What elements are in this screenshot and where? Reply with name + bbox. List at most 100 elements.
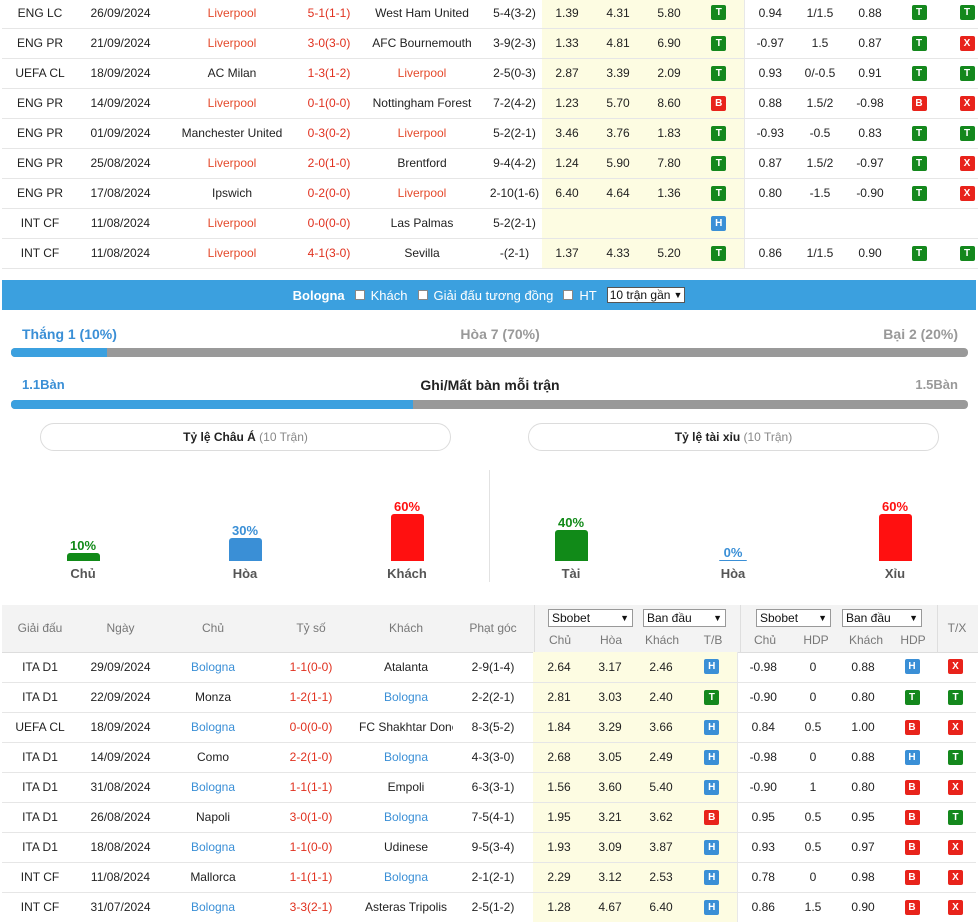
date-cell: 17/08/2024 [78,178,163,209]
away-team-cell[interactable]: AFC Bournemouth [357,28,487,59]
away-team-cell[interactable]: Brentford [357,148,487,179]
league-cell[interactable]: INT CF [2,862,78,893]
league-cell[interactable]: ITA D1 [2,802,78,833]
league-cell[interactable]: ENG PR [2,118,78,149]
odds-type-select-1[interactable]: Ban đầu ▼ [643,609,726,627]
home-team-cell[interactable]: Bologna [163,772,263,803]
away-team-cell[interactable]: West Ham United [357,0,487,29]
asian-away-cell: 0.88 [837,742,889,773]
table-row[interactable]: ENG PR 01/09/2024 Manchester United 0-3(0-2… [2,118,978,149]
away-checkbox[interactable] [354,290,365,300]
tb-result-cell: T [694,238,744,269]
away-team-cell[interactable]: FC Shakhtar Donetsk [359,712,453,743]
league-cell[interactable]: INT CF [2,238,78,269]
league-cell[interactable]: ENG LC [2,0,78,29]
away-team-cell[interactable]: Liverpool [357,118,487,149]
home-team-cell[interactable]: Bologna [163,892,263,922]
asian-home-cell: -0.90 [736,772,789,803]
league-cell[interactable]: ITA D1 [2,772,78,803]
league-cell[interactable]: ITA D1 [2,652,78,683]
same-league-filter[interactable]: Giải đấu tương đồng [417,288,553,303]
table-row[interactable]: INT CF 11/08/2024 Liverpool 0-0(0-0) Las Pal… [2,208,978,239]
league-cell[interactable]: ENG PR [2,148,78,179]
away-team-cell[interactable]: Empoli [359,772,453,803]
table-row[interactable]: INT CF 31/07/2024 Bologna 3-3(2-1) Asteras T… [2,892,976,922]
home-team-cell[interactable]: Liverpool [163,88,301,119]
bookmaker-select-1[interactable]: Sbobet ▼ [548,609,633,627]
home-team-cell[interactable]: AC Milan [163,58,301,89]
league-cell[interactable]: ITA D1 [2,742,78,773]
ht-filter[interactable]: HT [563,288,597,303]
away-team-cell[interactable]: Bologna [359,802,453,833]
home-team-cell[interactable]: Bologna [163,832,263,863]
home-team-cell[interactable]: Bologna [163,712,263,743]
league-cell[interactable]: ITA D1 [2,832,78,863]
league-cell[interactable]: INT CF [2,208,78,239]
away-team-cell[interactable]: Udinese [359,832,453,863]
table-row[interactable]: ITA D1 29/09/2024 Bologna 1-1(0-0) Atalanta 2… [2,652,976,683]
home-team-cell[interactable]: Como [163,742,263,773]
table-row[interactable]: INT CF 11/08/2024 Mallorca 1-1(1-1) Bologna 2… [2,862,976,893]
away-team-cell[interactable]: Bologna [359,862,453,893]
away-team-cell[interactable]: Bologna [359,682,453,713]
league-cell[interactable]: ITA D1 [2,682,78,713]
home-team-cell[interactable]: Liverpool [163,28,301,59]
away-team-cell[interactable]: Sevilla [357,238,487,269]
league-cell[interactable]: INT CF [2,892,78,922]
ht-checkbox[interactable] [563,290,574,300]
table-row[interactable]: ENG PR 21/09/2024 Liverpool 3-0(3-0) AFC Bou… [2,28,978,59]
away-team-cell[interactable]: Asteras Tripolis [359,892,453,922]
hdp-result-badge: T [911,35,927,51]
home-team-cell[interactable]: Liverpool [163,238,301,269]
table-row[interactable]: ITA D1 14/09/2024 Como 2-2(1-0) Bologna 4-3(3… [2,742,976,773]
bookmaker-select-2[interactable]: Sbobet ▼ [756,609,831,627]
col-hdp: HDP [803,633,829,647]
col-date: Ngày [106,621,135,635]
asian-away-cell: 1.00 [837,712,889,743]
away-team-cell[interactable]: Liverpool [357,178,487,209]
away-team-cell[interactable]: Bologna [359,742,453,773]
home-team-cell[interactable]: Ipswich [163,178,301,209]
home-team-cell[interactable]: Napoli [163,802,263,833]
home-team-cell[interactable]: Manchester United [163,118,301,149]
league-cell[interactable]: ENG PR [2,28,78,59]
home-team-cell[interactable]: Mallorca [163,862,263,893]
league-cell[interactable]: ENG PR [2,178,78,209]
home-team-cell[interactable]: Liverpool [163,0,301,29]
odds-away-cell: 2.53 [635,862,687,893]
away-filter[interactable]: Khách [354,288,408,303]
table-row[interactable]: UEFA CL 18/09/2024 AC Milan 1-3(1-2) Liverpo… [2,58,978,89]
table-row[interactable]: UEFA CL 18/09/2024 Bologna 0-0(0-0) FC Shakh… [2,712,976,743]
odds-type-select-2[interactable]: Ban đầu ▼ [842,609,922,627]
chart-column: 40% Tài [541,515,601,581]
table-row[interactable]: ITA D1 26/08/2024 Napoli 3-0(1-0) Bologna 7-5… [2,802,976,833]
league-cell[interactable]: UEFA CL [2,58,78,89]
recent-matches-select[interactable]: 10 trận gần ▼ [606,287,686,303]
same-league-checkbox[interactable] [417,290,428,300]
away-team-cell[interactable]: Liverpool [357,58,487,89]
home-team-cell[interactable]: Monza [163,682,263,713]
table-row[interactable]: ENG PR 25/08/2024 Liverpool 2-0(1-0) Brentfo… [2,148,978,179]
table-row[interactable]: ENG LC 26/09/2024 Liverpool 5-1(1-1) West Ha… [2,0,978,29]
home-team-cell[interactable]: Liverpool [163,148,301,179]
asian-away-cell: 0.83 [844,118,896,149]
overunder-result-badge: X [948,869,963,885]
table-row[interactable]: INT CF 11/08/2024 Liverpool 4-1(3-0) Sevilla… [2,238,978,269]
home-team-cell[interactable]: Bologna [163,652,263,683]
hdp-result-badge: B [904,839,920,855]
table-row[interactable]: ENG PR 14/09/2024 Liverpool 0-1(0-0) Notting… [2,88,978,119]
table-row[interactable]: ITA D1 18/08/2024 Bologna 1-1(0-0) Udinese 9-… [2,832,976,863]
away-team-cell[interactable]: Nottingham Forest [357,88,487,119]
table-row[interactable]: ENG PR 17/08/2024 Ipswich 0-2(0-0) Liverpool… [2,178,978,209]
home-team-cell[interactable]: Liverpool [163,208,301,239]
league-cell[interactable]: UEFA CL [2,712,78,743]
score-cell: 2-2(1-0) [263,742,359,773]
away-team-cell[interactable]: Atalanta [359,652,453,683]
league-cell[interactable]: ENG PR [2,88,78,119]
table-row[interactable]: ITA D1 22/09/2024 Monza 1-2(1-1) Bologna 2-2(… [2,682,976,713]
corner-cell: 5-4(3-2) [487,0,542,29]
table-row[interactable]: ITA D1 31/08/2024 Bologna 1-1(1-1) Empoli 6-3… [2,772,976,803]
date-cell: 22/09/2024 [78,682,163,713]
away-team-cell[interactable]: Las Palmas [357,208,487,239]
overunder-result-badge: X [948,899,963,915]
